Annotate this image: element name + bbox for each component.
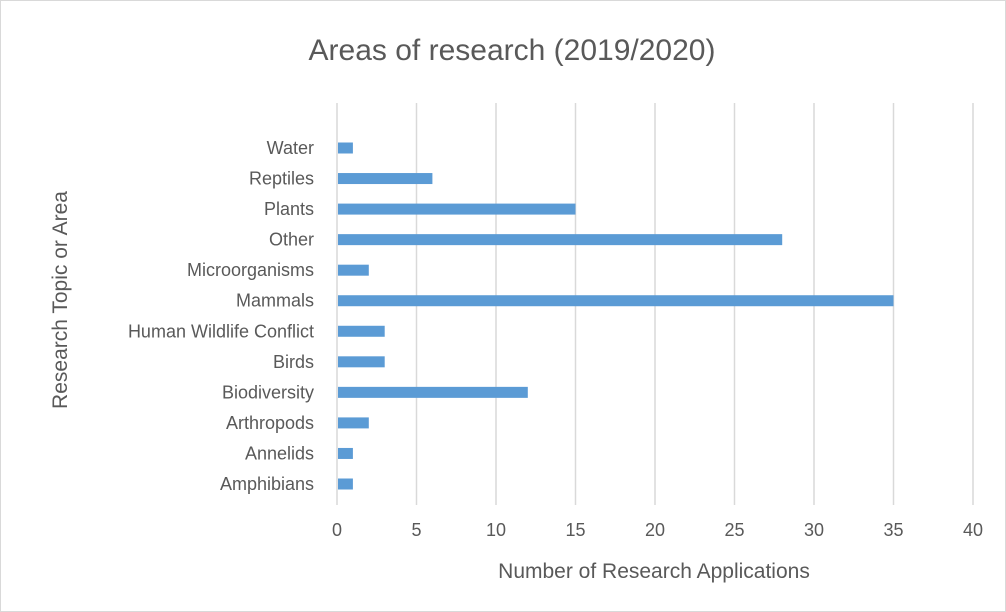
x-tick-label-40: 40 <box>963 520 983 540</box>
bar-biodiversity <box>338 386 528 398</box>
x-tick-label-20: 20 <box>645 520 665 540</box>
x-tick-label-35: 35 <box>883 520 903 540</box>
bar-plants <box>338 203 576 215</box>
x-tick-label-25: 25 <box>724 520 744 540</box>
bar-water <box>338 142 353 154</box>
category-label-biodiversity: Biodiversity <box>222 382 314 402</box>
bar-mammals <box>338 295 894 307</box>
category-label-arthropods: Arthropods <box>226 413 314 433</box>
category-label-water: Water <box>267 138 314 158</box>
bar-reptiles <box>338 173 433 185</box>
chart-title: Areas of research (2019/2020) <box>309 34 716 67</box>
bar-other <box>338 234 783 246</box>
bar-amphibians <box>338 478 353 490</box>
category-label-annelids: Annelids <box>245 443 314 463</box>
bar-birds <box>338 356 385 368</box>
x-tick-label-10: 10 <box>486 520 506 540</box>
x-tick-label-0: 0 <box>332 520 342 540</box>
x-tick-labels: 0 5 10 15 20 25 30 35 40 <box>332 520 983 540</box>
x-axis-title: Number of Research Applications <box>498 560 810 583</box>
category-label-mammals: Mammals <box>236 291 314 311</box>
category-label-amphibians: Amphibians <box>220 474 314 494</box>
x-tick-label-5: 5 <box>411 520 421 540</box>
category-label-plants: Plants <box>264 199 314 219</box>
category-label-microorganisms: Microorganisms <box>187 260 314 280</box>
bar-human-wildlife-conflict <box>338 325 385 337</box>
category-label-human-wildlife-conflict: Human Wildlife Conflict <box>128 321 314 341</box>
y-axis-title: Research Topic or Area <box>49 191 72 409</box>
x-tick-label-30: 30 <box>804 520 824 540</box>
category-label-other: Other <box>269 230 314 250</box>
bar-microorganisms <box>338 264 369 276</box>
bar-arthropods <box>338 417 369 429</box>
bar-annelids <box>338 447 353 459</box>
category-label-birds: Birds <box>273 352 314 372</box>
category-label-reptiles: Reptiles <box>249 169 314 189</box>
bars <box>338 142 894 490</box>
category-labels: Water Reptiles Plants Other Microorganisms Ma… <box>128 138 314 494</box>
x-tick-label-15: 15 <box>565 520 585 540</box>
